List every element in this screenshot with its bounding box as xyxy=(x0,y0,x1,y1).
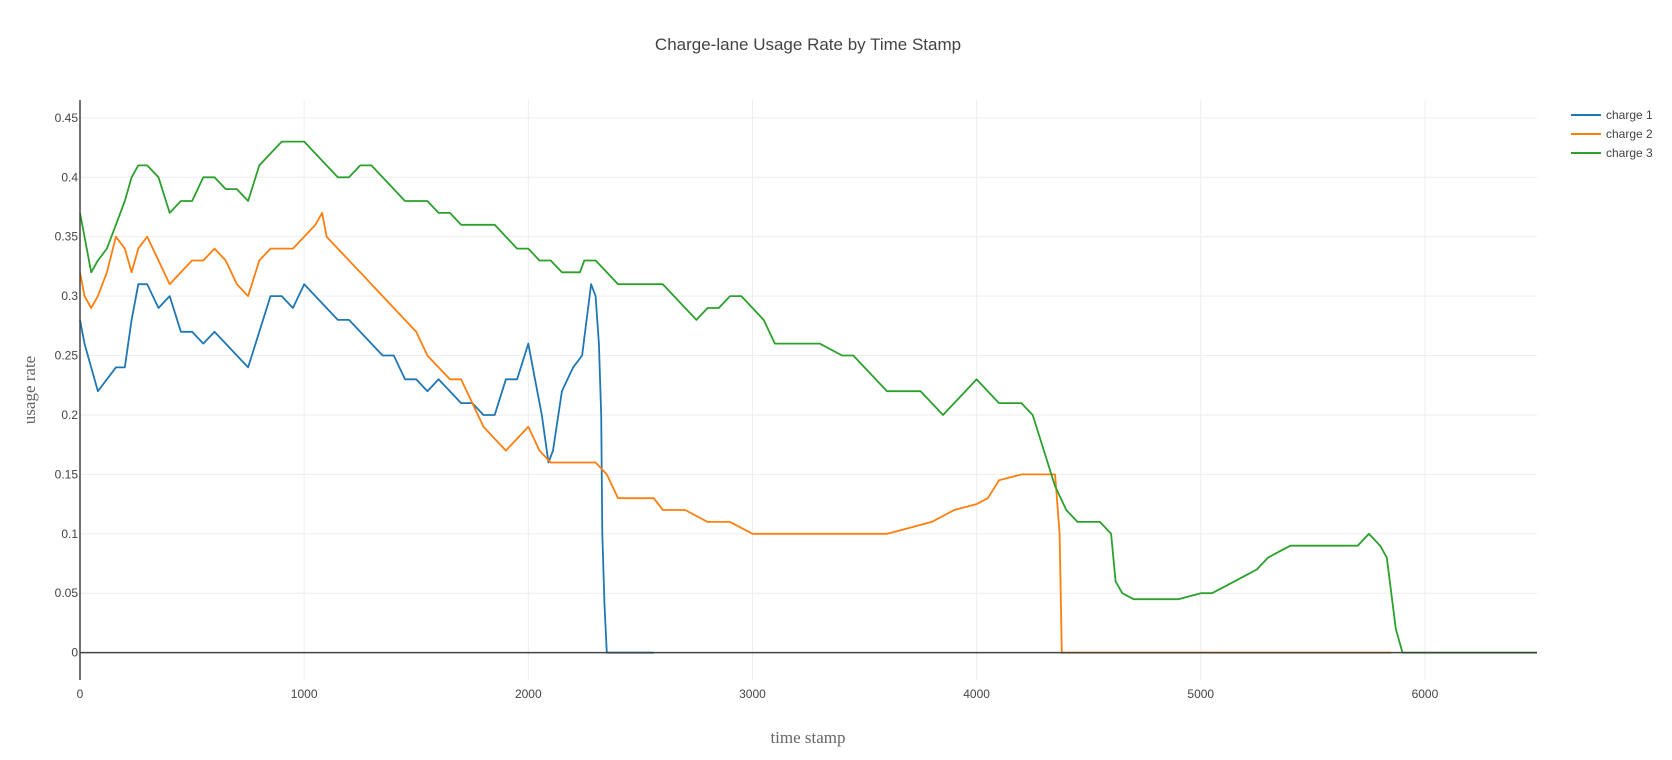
series-line-1 xyxy=(79,283,654,654)
x-tick-label: 5000 xyxy=(1187,687,1214,701)
y-tick-label: 0.35 xyxy=(55,230,79,244)
x-tick-label: 6000 xyxy=(1412,687,1439,701)
legend-label: charge 2 xyxy=(1606,127,1653,141)
x-tick-label: 3000 xyxy=(739,687,766,701)
y-tick-label: 0.25 xyxy=(55,349,79,363)
x-tick-label: 0 xyxy=(77,687,84,701)
y-axis-title: usage rate xyxy=(20,356,39,424)
legend-item-2[interactable]: charge 2 xyxy=(1571,127,1653,141)
y-tick-label: 0.1 xyxy=(61,527,78,541)
y-tick-label: 0 xyxy=(71,646,78,660)
legend-label: charge 1 xyxy=(1606,108,1653,122)
chart-title: Charge-lane Usage Rate by Time Stamp xyxy=(655,35,961,54)
y-tick-label: 0.05 xyxy=(55,586,79,600)
x-tick-label: 2000 xyxy=(515,687,542,701)
y-tick-label: 0.2 xyxy=(61,408,78,422)
tick-layer: 0 1000 2000 3000 4000 5000 6000 0 0.05 0.1 0.15 0.2… xyxy=(55,111,1439,701)
grid-layer xyxy=(80,100,1537,680)
y-tick-label: 0.3 xyxy=(61,289,78,303)
legend: charge 1 charge 2 charge 3 xyxy=(1571,108,1653,160)
legend-item-1[interactable]: charge 1 xyxy=(1571,108,1653,122)
legend-label: charge 3 xyxy=(1606,146,1653,160)
axis-layer xyxy=(79,100,1537,680)
y-tick-label: 0.15 xyxy=(55,467,79,481)
x-tick-label: 4000 xyxy=(963,687,990,701)
x-axis-title: time stamp xyxy=(770,728,845,747)
x-tick-label: 1000 xyxy=(291,687,318,701)
series-line-2 xyxy=(79,211,1392,654)
series-line-3 xyxy=(79,140,1537,654)
series-layer xyxy=(79,140,1537,654)
y-tick-label: 0.4 xyxy=(61,170,78,184)
legend-item-3[interactable]: charge 3 xyxy=(1571,146,1653,160)
y-tick-label: 0.45 xyxy=(55,111,79,125)
